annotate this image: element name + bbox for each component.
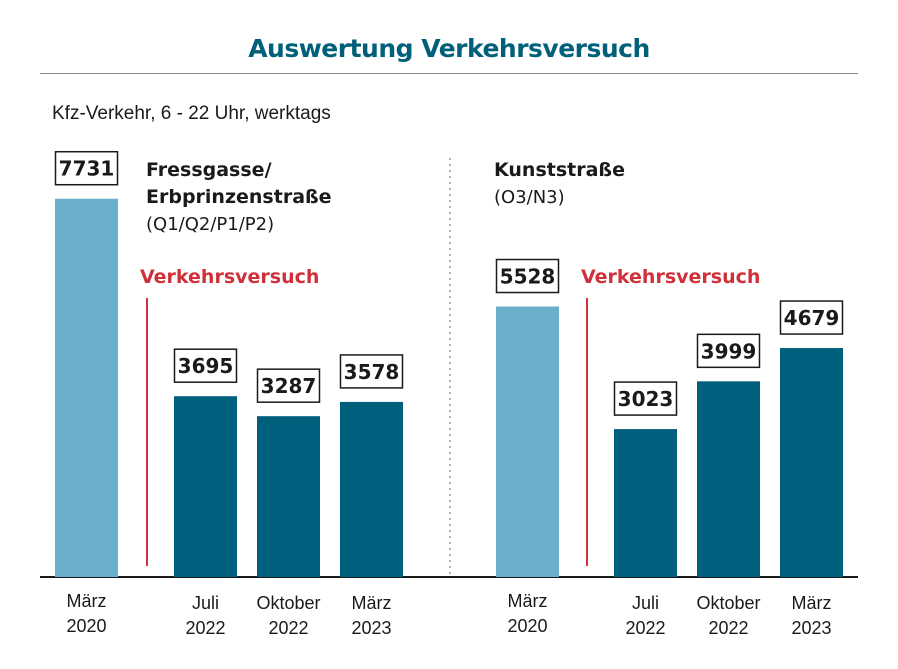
panel-1-trial-label: Verkehrsversuch [140, 266, 319, 288]
panel-1-tick-label: 2023 [351, 618, 391, 638]
panel-2-tick-label: März [792, 593, 832, 613]
panel-1-bar [174, 396, 237, 577]
panel-1-value-label: 7731 [59, 157, 115, 181]
panel-1-bar [340, 401, 403, 577]
panel-2-value-label: 3999 [701, 339, 757, 363]
panel-1-tick-label: März [67, 591, 107, 611]
panel-1-tick-label: März [352, 593, 392, 613]
panel-2-value-label: 4679 [784, 306, 840, 330]
panel-2-value-box [613, 381, 678, 416]
panel-1-tick-label: Juli [192, 593, 219, 613]
panel-2-title: Kunststraße [494, 159, 625, 181]
panel-1-value-label: 3578 [344, 360, 400, 384]
panel-1-value-box [256, 368, 321, 403]
panel-2-tick-label: 2022 [625, 618, 665, 638]
panel-2-value-box [779, 300, 844, 335]
title-divider [40, 73, 858, 74]
panel-1-tick-label: Oktober [256, 593, 320, 613]
panel-2-bar [496, 306, 559, 577]
panel-2-value-box [696, 333, 761, 369]
panel-2-value-label: 5528 [500, 265, 556, 289]
panel-2-bar [614, 429, 677, 577]
panel-2-trial-label: Verkehrsversuch [581, 266, 760, 288]
panel-1-value-box [54, 150, 119, 186]
panel-2-subtitle: (O3/N3) [494, 187, 565, 208]
panel-1-value-label: 3695 [178, 354, 234, 378]
panel-1-tick-label: 2022 [268, 618, 308, 638]
panel-1-subtitle: (Q1/Q2/P1/P2) [146, 214, 274, 235]
panel-2-tick-label: 2022 [708, 618, 748, 638]
panel-1-bar [55, 198, 118, 577]
panel-2-tick-label: 2023 [791, 618, 831, 638]
panel-1-title: Fressgasse/ [146, 159, 272, 181]
panel-2-value-label: 3023 [618, 387, 674, 411]
panel-2-bar [780, 348, 843, 577]
panel-2-tick-label: März [508, 591, 548, 611]
panel-2-tick-label: 2020 [507, 616, 547, 636]
chart-subtitle: Kfz-Verkehr, 6 - 22 Uhr, werktags [52, 103, 331, 124]
panel-1-value-label: 3287 [261, 374, 317, 398]
panel-1-tick-label: 2022 [185, 618, 225, 638]
panel-2-value-box [495, 258, 560, 294]
chart-title: Auswertung Verkehrsversuch [248, 34, 650, 63]
panel-2-tick-label: Juli [632, 593, 659, 613]
panel-1-value-box [173, 348, 238, 383]
panel-1-title: Erbprinzenstraße [146, 186, 332, 208]
panel-2-bar [697, 381, 760, 577]
panel-1-tick-label: 2020 [66, 616, 106, 636]
panel-1-value-box [339, 354, 404, 389]
panel-1-bar [257, 416, 320, 577]
panel-2-tick-label: Oktober [696, 593, 760, 613]
